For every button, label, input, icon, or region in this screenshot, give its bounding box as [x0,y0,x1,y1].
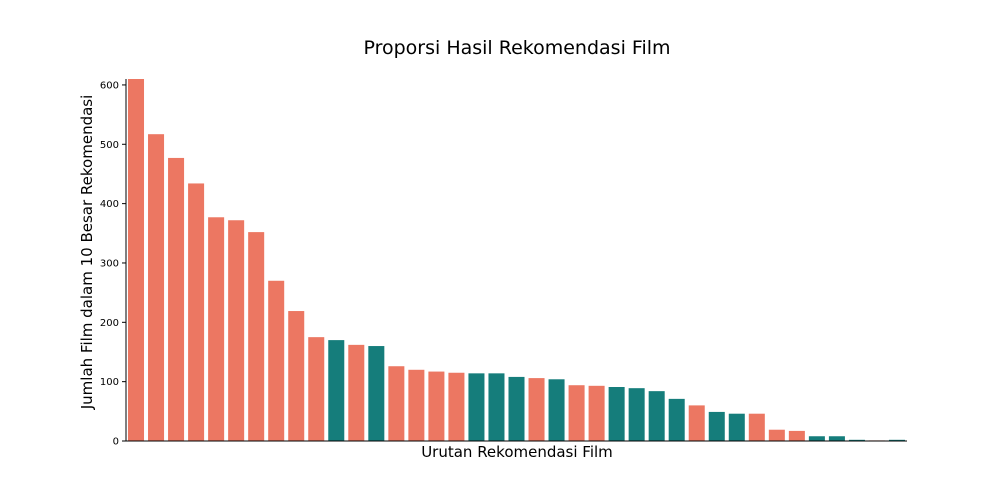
bar-12 [348,344,365,441]
bar-7 [248,232,265,441]
bars-group [128,79,905,441]
bar-10 [308,337,325,441]
bar-4 [188,183,205,441]
y-tick-label: 0 [113,437,119,448]
bar-27 [648,391,665,441]
bar-37 [848,439,865,441]
y-tick-label: 100 [100,377,119,388]
bar-2 [148,134,165,441]
bar-29 [688,405,705,441]
chart-title: Proporsi Hasil Rekomendasi Film [363,37,670,59]
bar-3 [168,157,185,441]
bar-33 [768,429,785,441]
bar-25 [608,387,625,441]
bar-9 [288,311,305,441]
bar-26 [628,388,645,441]
bar-5 [208,217,225,441]
bar-15 [408,369,425,441]
bar-16 [428,371,445,441]
bar-1 [128,79,145,441]
y-axis-label: Jumlah Film dalam 10 Besar Rekomendasi [78,95,96,411]
bar-6 [228,220,245,441]
bar-11 [328,340,345,441]
bar-36 [828,436,845,441]
bar-39 [888,439,905,441]
bar-28 [668,398,685,441]
y-tick-label: 400 [100,199,119,210]
y-tick-label: 600 [100,80,119,91]
bar-14 [388,366,405,441]
bar-8 [268,280,285,441]
y-tick-label: 300 [100,258,119,269]
bar-18 [468,373,485,441]
bar-22 [548,379,565,441]
bar-19 [488,373,505,441]
bar-31 [728,413,745,441]
bar-35 [808,436,825,441]
bar-20 [508,376,525,441]
bar-23 [568,385,585,441]
bar-17 [448,372,465,441]
bar-13 [368,346,385,441]
bar-30 [708,411,725,441]
y-tick-label: 500 [100,140,119,151]
bar-32 [748,413,765,441]
bar-21 [528,378,545,441]
bar-34 [788,430,805,441]
x-axis-label: Urutan Rekomendasi Film [421,443,613,461]
y-tick-label: 200 [100,318,119,329]
bar-24 [588,385,605,441]
y-axis-ticks: 0 100 200 300 400 500 600 [100,80,126,448]
